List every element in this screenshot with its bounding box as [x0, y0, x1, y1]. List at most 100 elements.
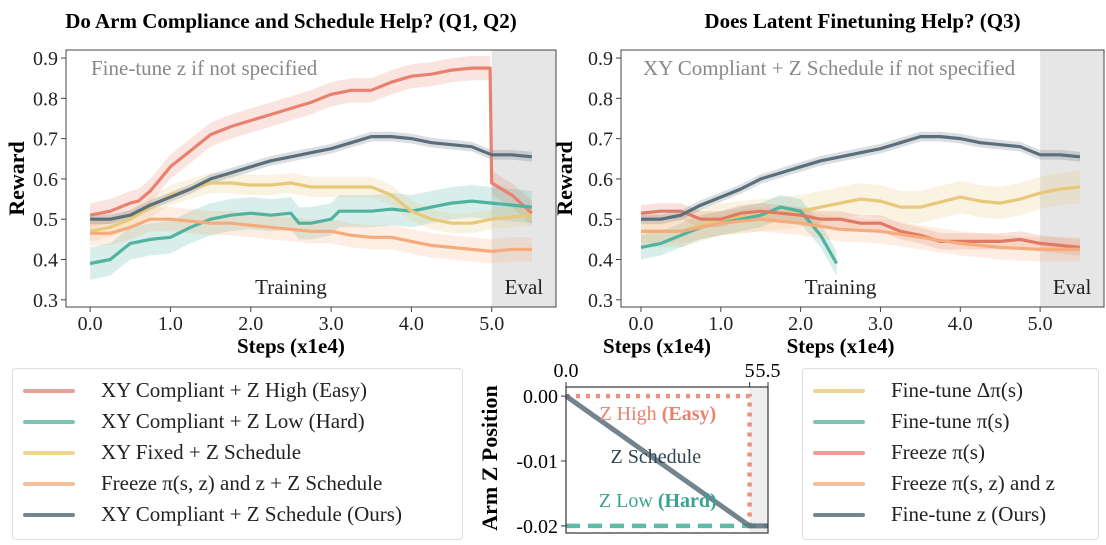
legend-left: XY Compliant + Z High (Easy) XY Compliant… — [12, 368, 463, 540]
plot-area — [640, 50, 1104, 307]
legend-item: Fine-tune Δπ(s) — [813, 375, 1088, 406]
series-line-3 — [90, 217, 532, 253]
schedule-label-bold: (Easy) — [662, 403, 716, 425]
y-tick-label: 0.3 — [588, 290, 613, 312]
series-line-2 — [640, 209, 1081, 249]
y-tick-label: 0.4 — [33, 250, 58, 272]
legend-label: Fine-tune z (Ours) — [891, 502, 1047, 526]
schedule-label-2: Z Low (Hard) — [599, 490, 717, 512]
y-axis-label: Arm Z Position — [477, 385, 502, 530]
legend-label: XY Compliant + Z High (Easy) — [101, 378, 367, 402]
legend-label: Freeze π(s, z) and z + Z Schedule — [101, 471, 383, 495]
legend-item: Fine-tune π(s) — [813, 406, 1088, 437]
y-axis-label: Reward — [4, 141, 29, 216]
y-tick-label: 0.7 — [33, 129, 58, 151]
legend-item: XY Compliant + Z Low (Hard) — [23, 406, 452, 437]
x-tick-label: 4.0 — [948, 313, 973, 335]
y-tick-label: 0.9 — [33, 48, 58, 70]
y-tick-label: 0.4 — [588, 250, 613, 272]
series-band-0 — [641, 170, 1080, 248]
x-axis-label: Steps (x1e4) — [237, 334, 345, 358]
series-line-1 — [640, 205, 838, 265]
y-tick-label: 0.00 — [523, 386, 558, 408]
series-line-3 — [641, 217, 1080, 251]
schedule-label-text: Z Low — [599, 490, 658, 512]
y-tick-label: 0.6 — [588, 169, 613, 191]
chart-title: Do Arm Compliance and Schedule Help? (Q1… — [65, 9, 517, 33]
legend-label: Fine-tune Δπ(s) — [891, 378, 1023, 402]
legend-label: XY Compliant + Z Low (Hard) — [101, 409, 365, 433]
series-line-4 — [641, 135, 1081, 221]
y-tick-label: 0.5 — [33, 209, 58, 231]
annotation: XY Compliant + Z Schedule if not specifi… — [643, 56, 1016, 80]
legend-swatch — [23, 419, 75, 424]
legend-label: Fine-tune π(s) — [891, 409, 1010, 433]
series-line-4 — [90, 135, 533, 221]
plot-area — [89, 50, 556, 307]
legend-item: XY Fixed + Z Schedule — [23, 437, 452, 468]
x-tick-label: 5 — [745, 360, 755, 382]
schedule-label-text: Z High — [599, 403, 661, 425]
x-tick-label: 1.0 — [158, 313, 183, 335]
chart-title: Does Latent Finetuning Help? (Q3) — [704, 9, 1020, 33]
x-tick-label: 5.5 — [756, 360, 781, 382]
legend-swatch — [23, 450, 75, 455]
x-tick-label: 3.0 — [319, 313, 344, 335]
region-label-eval: Eval — [1053, 275, 1092, 299]
x-tick-label: 5.0 — [479, 313, 504, 335]
x-tick-label: 0.0 — [628, 313, 653, 335]
legend-swatch — [813, 388, 865, 393]
x-tick-label: 2.0 — [238, 313, 263, 335]
legend-label: Freeze π(s, z) and z — [891, 471, 1055, 495]
x-tick-label: 4.0 — [399, 313, 424, 335]
x-tick-label: 0.0 — [554, 360, 579, 382]
legend-swatch — [813, 450, 865, 455]
x-tick-label: 1.0 — [708, 313, 733, 335]
y-tick-label: 0.6 — [33, 169, 58, 191]
series-band-0 — [90, 56, 532, 228]
legend-swatch — [23, 512, 75, 517]
chart-panel-2: Does Latent Finetuning Help? (Q3) 0.0 1.0 2… — [552, 9, 1105, 358]
legend-right: Fine-tune Δπ(s) Fine-tune π(s) Freeze π(s)… — [802, 368, 1099, 540]
annotation: Fine-tune z if not specified — [91, 56, 318, 80]
y-tick-label: -0.01 — [516, 451, 558, 473]
x-axis-label: Steps (x1e4) — [603, 334, 711, 358]
legend-swatch — [813, 512, 865, 517]
schedule-line-0 — [566, 393, 752, 526]
axes-frame — [565, 386, 769, 534]
y-axis-label: Reward — [552, 141, 577, 216]
chart-panel-1: Do Arm Compliance and Schedule Help? (Q1… — [4, 9, 557, 358]
y-tick-label: -0.02 — [516, 516, 558, 538]
y-tick-label: 0.8 — [588, 88, 613, 110]
legend-swatch — [23, 388, 75, 393]
legend-item: Freeze π(s, z) and z — [813, 468, 1088, 499]
legend-label: Freeze π(s) — [891, 440, 985, 464]
x-tick-label: 0.0 — [78, 313, 103, 335]
y-tick-label: 0.5 — [588, 209, 613, 231]
eval-region — [1040, 50, 1104, 307]
eval-region — [749, 387, 768, 533]
region-label-training: Training — [255, 275, 327, 299]
legend-item: Freeze π(s) — [813, 437, 1088, 468]
schedule-label-bold: (Hard) — [658, 490, 717, 512]
legend-swatch — [23, 481, 75, 486]
legend-item: XY Compliant + Z High (Easy) — [23, 375, 452, 406]
y-tick-label: 0.7 — [588, 129, 613, 151]
legend-item: Freeze π(s, z) and z + Z Schedule — [23, 468, 452, 499]
series-line-0 — [89, 66, 533, 217]
y-tick-label: 0.3 — [33, 290, 58, 312]
schedule-label-text: Z Schedule — [611, 446, 702, 468]
region-label-training: Training — [805, 275, 877, 299]
x-axis-label: Steps (x1e4) — [787, 334, 895, 358]
region-label-eval: Eval — [505, 275, 544, 299]
x-tick-label: 2.0 — [788, 313, 813, 335]
legend-label: XY Compliant + Z Schedule (Ours) — [101, 502, 402, 526]
y-tick-label: 0.9 — [588, 48, 613, 70]
eval-region — [491, 50, 556, 307]
x-tick-label: 5.0 — [1028, 313, 1053, 335]
legend-label: XY Fixed + Z Schedule — [101, 440, 302, 464]
legend-item: Fine-tune z (Ours) — [813, 499, 1088, 530]
series-band-2 — [90, 172, 532, 242]
